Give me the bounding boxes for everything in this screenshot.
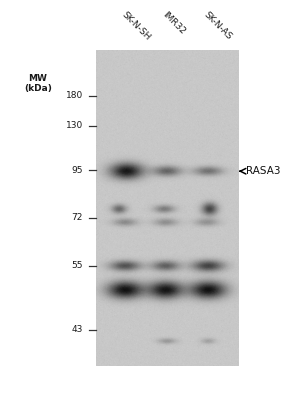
Text: SK-N-SH: SK-N-SH (120, 10, 152, 42)
Text: 55: 55 (71, 262, 83, 270)
Text: 130: 130 (66, 122, 83, 130)
Text: 72: 72 (72, 214, 83, 222)
Text: 180: 180 (66, 92, 83, 100)
Text: 95: 95 (71, 166, 83, 174)
Text: MW
(kDa): MW (kDa) (24, 74, 52, 93)
Text: RASA3: RASA3 (246, 166, 281, 176)
Text: IMR32: IMR32 (161, 10, 187, 36)
Text: 43: 43 (72, 326, 83, 334)
Text: SK-N-AS: SK-N-AS (202, 10, 233, 42)
